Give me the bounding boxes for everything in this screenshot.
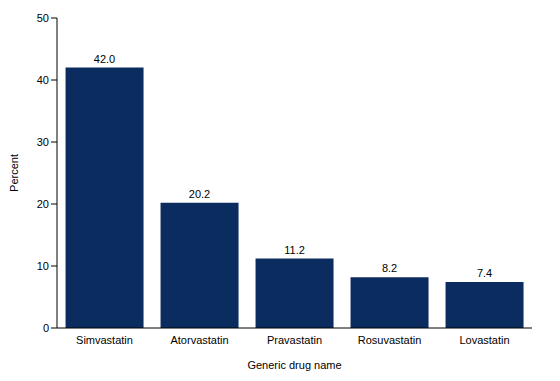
- svg-text:42.0: 42.0: [94, 53, 115, 65]
- svg-text:40: 40: [37, 74, 49, 86]
- svg-text:7.4: 7.4: [477, 267, 492, 279]
- svg-text:Atorvastatin: Atorvastatin: [170, 334, 228, 346]
- svg-text:0: 0: [43, 322, 49, 334]
- svg-text:Percent: Percent: [8, 154, 20, 192]
- svg-text:50: 50: [37, 12, 49, 24]
- svg-text:Lovastatin: Lovastatin: [459, 334, 509, 346]
- svg-text:Pravastatin: Pravastatin: [267, 334, 322, 346]
- svg-text:11.2: 11.2: [284, 244, 305, 256]
- svg-text:30: 30: [37, 136, 49, 148]
- svg-text:Rosuvastatin: Rosuvastatin: [358, 334, 422, 346]
- svg-text:10: 10: [37, 260, 49, 272]
- svg-text:Generic drug name: Generic drug name: [247, 359, 341, 371]
- svg-text:Simvastatin: Simvastatin: [76, 334, 133, 346]
- svg-text:8.2: 8.2: [382, 262, 397, 274]
- svg-text:20: 20: [37, 198, 49, 210]
- svg-text:20.2: 20.2: [189, 188, 210, 200]
